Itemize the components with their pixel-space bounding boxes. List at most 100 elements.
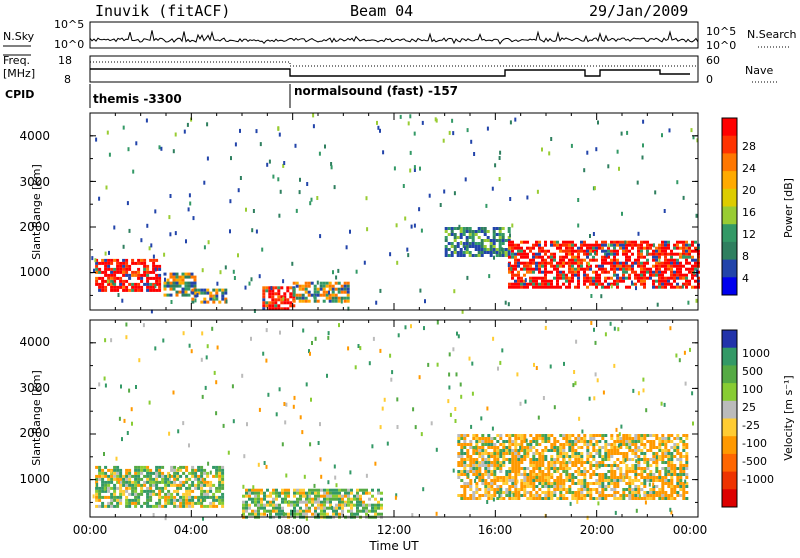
heatmap-cell [484,491,488,494]
heatmap-cell [520,440,524,443]
heatmap-cell [281,500,284,504]
heatmap-cell [185,486,189,490]
heatmap-cell [221,483,225,487]
heatmap-cell [652,497,656,500]
heatmap-cell [574,476,578,479]
x-tick-16: 16:00 [478,523,513,537]
heatmap-cell [589,488,593,491]
heatmap-cell [538,461,542,464]
heatmap-cell [194,468,198,472]
heatmap-cell [658,252,661,256]
heatmap-cell [471,245,475,248]
heatmap-cell [381,406,384,411]
heatmap-cell [468,245,472,248]
heatmap-cell [263,461,266,465]
heatmap-cell [472,461,476,464]
heatmap-cell [661,249,664,253]
heatmap-cell [241,373,244,378]
heatmap-cell [188,443,190,448]
heatmap-cell [221,474,225,478]
heatmap-cell [509,233,511,238]
heatmap-cell [95,492,99,496]
heatmap-cell [483,248,487,251]
heatmap-cell [463,464,467,467]
heatmap-cell [474,230,478,233]
heatmap-cell [617,443,620,448]
power-y-ticks [90,135,698,296]
heatmap-cell [118,416,121,421]
heatmap-cell [589,473,593,476]
heatmap-cell [435,447,438,452]
heatmap-cell [514,461,518,464]
heatmap-cell [128,477,132,481]
heatmap-cell [679,461,683,464]
velocity-y-tick-1000: 1000 [19,472,50,486]
heatmap-cell [119,468,123,472]
heatmap-cell [655,264,658,268]
heatmap-cell [280,286,284,290]
heatmap-cell [574,449,578,452]
heatmap-cell [568,249,571,253]
heatmap-cell [307,293,311,297]
heatmap-cell [176,492,180,496]
heatmap-cell [499,452,503,455]
power-colorbar: 28 24 20 16 12 8 4 Power [dB] [721,117,795,296]
heatmap-cell [559,270,562,274]
heatmap-cell [275,497,278,501]
heatmap-cell [547,285,550,289]
heatmap-cell [550,464,554,467]
heatmap-cell [499,485,503,488]
heatmap-cell [658,446,662,449]
heatmap-cell [505,446,509,449]
heatmap-cell [547,449,551,452]
heatmap-cell [574,437,578,440]
heatmap-cell [343,299,347,303]
heatmap-cell [380,506,383,510]
heatmap-cell [475,482,479,485]
heatmap-cell [559,464,563,467]
heatmap-cell [670,249,673,253]
heatmap-cell [679,485,683,488]
heatmap-cell [359,488,362,492]
heatmap-cell [341,500,344,504]
heatmap-cell [502,491,506,494]
heatmap-cell [478,437,482,440]
heatmap-cell [589,279,592,283]
heatmap-cell [487,473,491,476]
heatmap-cell [481,464,485,467]
heatmap-cell [242,503,245,507]
heatmap-cell [463,440,467,443]
heatmap-cell [475,437,479,440]
heatmap-cell [452,468,455,473]
heatmap-cell [105,185,108,190]
heatmap-cell [607,464,611,467]
heatmap-cell [137,495,141,499]
heatmap-cell [592,470,596,473]
heatmap-cell [616,264,619,268]
power-y-tick-2000: 2000 [19,220,50,234]
heatmap-cell [486,126,489,131]
heatmap-cell [595,434,599,437]
heatmap-cell [502,464,506,467]
heatmap-cell [604,497,608,500]
heatmap-cell [266,162,269,167]
heatmap-cell [661,434,665,437]
heatmap-cell [488,274,491,279]
heatmap-cell [676,243,679,247]
heatmap-cell [644,500,647,505]
heatmap-cell [484,473,488,476]
heatmap-cell [619,264,622,268]
heatmap-cell [535,479,539,482]
heatmap-cell [164,504,168,508]
heatmap-cell [101,468,105,472]
heatmap-cell [658,476,662,479]
heatmap-cell [589,440,593,443]
heatmap-cell [538,434,542,437]
heatmap-cell [589,276,592,280]
heatmap-cell [257,512,260,516]
heatmap-cell [155,501,159,505]
heatmap-cell [230,156,232,161]
heatmap-cell [514,488,518,491]
heatmap-cell [478,488,482,491]
heatmap-cell [404,216,407,221]
